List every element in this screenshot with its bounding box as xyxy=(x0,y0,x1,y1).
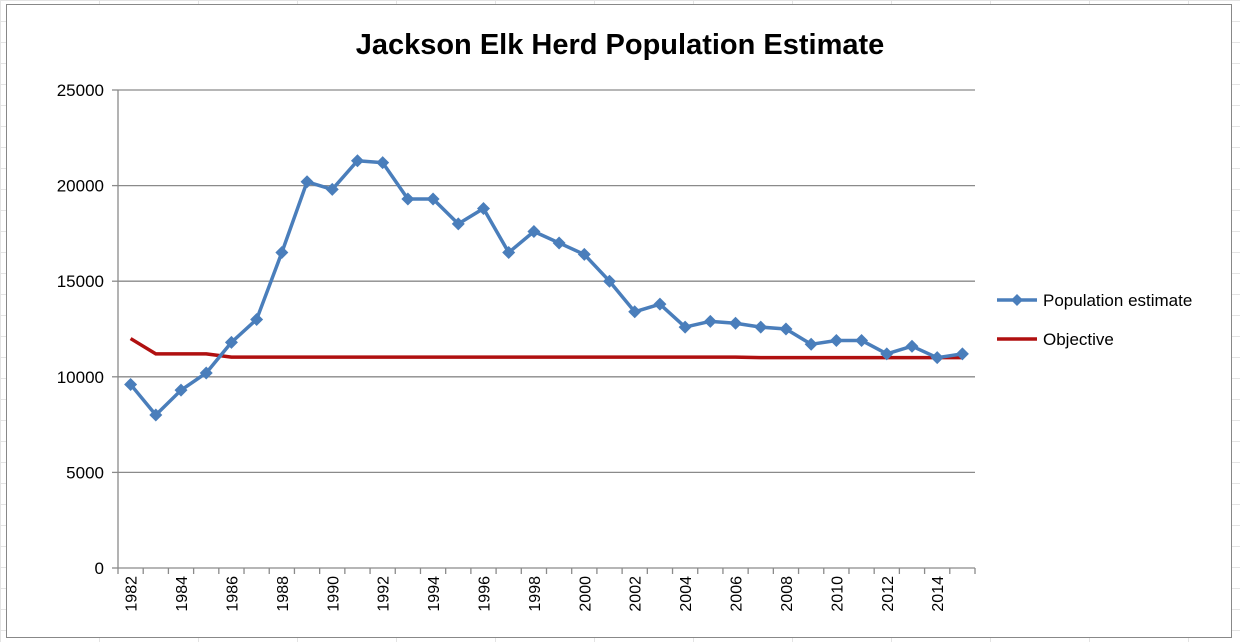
data-point xyxy=(955,347,969,361)
x-tick-label: 1992 xyxy=(376,576,393,612)
x-tick-label: 1984 xyxy=(174,576,191,612)
y-tick-label: 25000 xyxy=(57,81,104,100)
data-point xyxy=(880,347,894,361)
x-tick-label: 2012 xyxy=(880,576,897,612)
x-tick-label: 2002 xyxy=(628,576,645,612)
data-point xyxy=(678,320,692,334)
series-line-objective xyxy=(129,337,963,360)
y-tick-label: 0 xyxy=(95,559,104,578)
data-point xyxy=(426,192,440,206)
legend-label: Population estimate xyxy=(1043,291,1192,310)
data-point xyxy=(174,383,188,397)
x-tick-label: 1998 xyxy=(527,576,544,612)
x-tick-label: 2004 xyxy=(678,576,695,612)
y-tick-label: 10000 xyxy=(57,368,104,387)
data-point xyxy=(401,192,415,206)
data-point xyxy=(905,339,919,353)
data-point xyxy=(300,175,314,189)
chart-title: Jackson Elk Herd Population Estimate xyxy=(356,29,885,61)
x-tick-label: 1996 xyxy=(476,576,493,612)
data-point xyxy=(829,333,843,347)
data-point xyxy=(199,366,213,380)
data-point xyxy=(149,408,163,422)
data-point xyxy=(250,312,264,326)
y-tick-label: 15000 xyxy=(57,272,104,291)
data-point xyxy=(451,217,465,231)
data-point xyxy=(275,246,289,260)
data-point xyxy=(502,246,516,260)
x-tick-label: 2010 xyxy=(829,576,846,612)
data-point xyxy=(350,154,364,168)
data-point xyxy=(729,316,743,330)
data-point xyxy=(628,305,642,319)
data-point xyxy=(804,337,818,351)
data-point xyxy=(124,377,138,391)
data-point xyxy=(476,202,490,216)
data-point xyxy=(603,274,617,288)
x-tick-label: 2000 xyxy=(577,576,594,612)
x-tick-label: 1982 xyxy=(124,576,141,612)
chart-frame xyxy=(6,4,1232,638)
data-point xyxy=(552,236,566,250)
data-point xyxy=(779,322,793,336)
x-tick-label: 1988 xyxy=(275,576,292,612)
x-tick-label: 2006 xyxy=(729,576,746,612)
data-point xyxy=(325,182,339,196)
data-point xyxy=(224,335,238,349)
data-point xyxy=(577,247,591,261)
data-point xyxy=(855,333,869,347)
legend-marker xyxy=(1011,294,1023,306)
legend: Population estimate Objective xyxy=(997,291,1192,349)
x-tick-label: 1994 xyxy=(426,576,443,612)
data-point xyxy=(703,314,717,328)
data-point xyxy=(754,320,768,334)
x-tick-label: 2014 xyxy=(930,576,947,612)
data-point xyxy=(527,224,541,238)
data-point xyxy=(653,297,667,311)
x-tick-label: 1986 xyxy=(224,576,241,612)
legend-label: Objective xyxy=(1043,330,1114,349)
series-line-population-estimate xyxy=(129,158,963,417)
data-point xyxy=(930,351,944,365)
y-tick-label: 20000 xyxy=(57,177,104,196)
y-tick-label: 5000 xyxy=(66,463,104,482)
data-point xyxy=(376,156,390,170)
x-tick-label: 2008 xyxy=(779,576,796,612)
x-tick-label: 1990 xyxy=(325,576,342,612)
